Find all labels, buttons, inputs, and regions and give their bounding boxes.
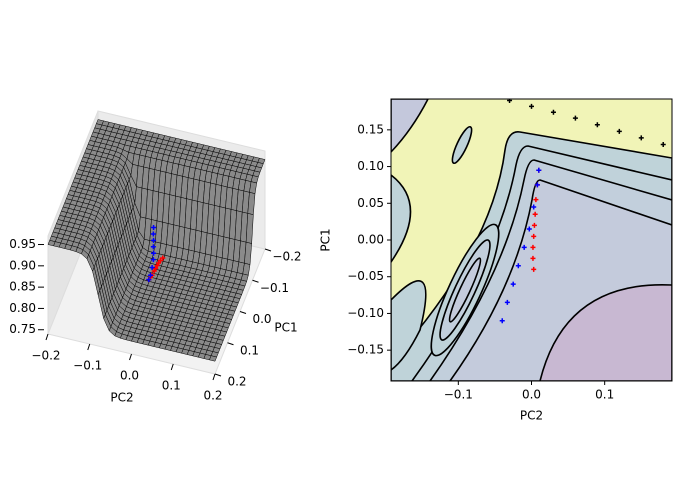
- y-tick-label: 0.0: [252, 312, 271, 326]
- x-tick: [129, 353, 132, 361]
- x-tick-label: 0.2: [203, 389, 222, 403]
- trajectory-marker: [510, 281, 516, 287]
- trajectory-marker: [150, 231, 156, 237]
- surface-cell: [209, 355, 218, 362]
- y-tick-label: 0.15: [357, 122, 384, 136]
- trajectory-marker: [499, 318, 505, 324]
- trajectory-marker: [154, 263, 160, 269]
- surface-plot: −0.2 −0.1 0.0 0.1 0.2 −0.2 −0.1 0.0 0.1 0.2 0.75 0.…: [9, 110, 302, 405]
- x-tick: [170, 363, 174, 371]
- trajectory-marker: [147, 272, 153, 278]
- trajectory-marker: [529, 103, 534, 109]
- trajectory-marker: [526, 226, 532, 232]
- y-tick: [239, 311, 247, 314]
- y-tick: [252, 279, 259, 283]
- y-tick-label: −0.1: [260, 281, 289, 295]
- trajectory-marker: [594, 122, 600, 128]
- trajectory-marker: [151, 225, 157, 231]
- x-tick-label: 0.0: [522, 388, 541, 402]
- z-tick-label: 0.95: [9, 237, 36, 251]
- trajectories: [499, 99, 666, 324]
- x-axis-label: PC2: [520, 409, 543, 423]
- trajectory-marker: [533, 197, 539, 203]
- x-tick-label: −0.2: [31, 349, 60, 363]
- z-tick-label: 0.90: [9, 258, 36, 272]
- z-tick-label: 0.80: [9, 301, 36, 315]
- trajectory-marker: [531, 222, 537, 228]
- y-tick-label: 0.05: [357, 196, 384, 210]
- trajectory-marker: [660, 142, 666, 148]
- x-tick-label: 0.1: [162, 379, 181, 393]
- trajectory-marker: [530, 255, 536, 261]
- trajectory-marker: [151, 268, 157, 274]
- trajectory-marker: [534, 182, 540, 188]
- trajectory-marker: [532, 211, 538, 217]
- trajectory-marker: [156, 260, 162, 266]
- trajectory-marker: [521, 244, 527, 250]
- y-tick: [264, 248, 272, 252]
- trajectory-marker: [531, 204, 537, 210]
- trajectory-marker: [536, 167, 542, 173]
- trajectory-marker: [153, 265, 159, 271]
- x-tick-label: −0.1: [444, 388, 473, 402]
- trajectory-marker: [515, 263, 521, 269]
- y-axis-label: PC1: [319, 228, 333, 251]
- x-tick: [87, 343, 91, 351]
- contour-fill: [391, 99, 672, 381]
- z-tick-label: 0.85: [9, 280, 36, 294]
- trajectory-marker: [531, 266, 537, 272]
- x-tick: [212, 373, 216, 381]
- y-tick-label: 0.2: [227, 375, 246, 389]
- y-tick-label: 0.00: [357, 233, 384, 247]
- trajectory-marker: [504, 299, 510, 305]
- x-tick-label: 0.0: [120, 369, 139, 383]
- trajectory-marker: [572, 115, 578, 121]
- trajectory-marker: [157, 257, 163, 263]
- x-axis-label: PC2: [110, 391, 133, 405]
- trajectory-marker: [150, 244, 156, 250]
- y-tick-label: 0.1: [240, 343, 259, 357]
- z-tick-label: 0.75: [9, 322, 36, 336]
- trajectory-marker: [151, 250, 157, 256]
- y-tick: [227, 342, 234, 346]
- x-tick-label: 0.1: [595, 388, 614, 402]
- y-tick-label: −0.10: [347, 306, 384, 320]
- trajectory-marker: [531, 233, 537, 239]
- trajectory-marker: [149, 265, 155, 271]
- y-tick-label: −0.05: [347, 269, 384, 283]
- y-tick-label: −0.2: [272, 250, 301, 264]
- trajectory-marker: [550, 109, 556, 115]
- trajectory-marker: [146, 277, 152, 283]
- trajectory-marker: [616, 128, 622, 134]
- trajectory-marker: [638, 135, 644, 141]
- contour-plot: −0.1 0.0 0.1 −0.15 −0.10 −0.05 0.00 0.05 0.10 0.1…: [319, 98, 673, 423]
- y-tick-label: −0.15: [347, 343, 384, 357]
- trajectory-marker: [151, 237, 157, 243]
- y-axis-label: PC1: [274, 321, 297, 335]
- x-tick: [45, 333, 49, 341]
- x-tick-label: −0.1: [73, 359, 102, 373]
- trajectory-marker: [530, 244, 536, 250]
- trajectory-marker: [150, 257, 156, 263]
- y-tick-label: 0.10: [357, 159, 384, 173]
- y-tick: [214, 373, 222, 377]
- trajectory-marker: [507, 99, 513, 103]
